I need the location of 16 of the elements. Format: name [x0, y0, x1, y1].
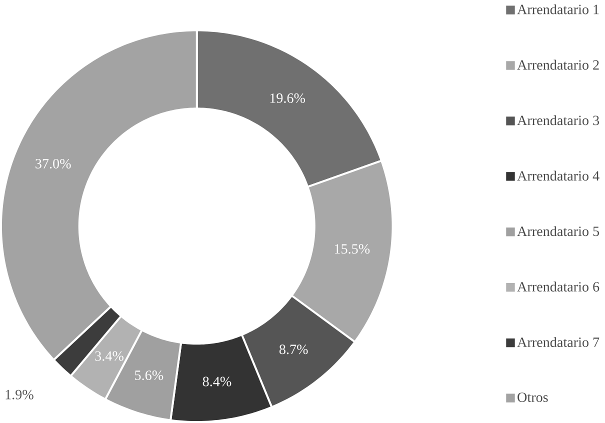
data-label: 8.4%	[202, 376, 232, 386]
legend-label: Arrendatario 7	[517, 337, 600, 348]
legend-label: Arrendatario 5	[517, 226, 600, 236]
legend-label: Arrendatario 6	[517, 282, 600, 292]
data-label: 19.6%	[270, 93, 306, 103]
data-label: 37.0%	[36, 158, 71, 169]
data-label: 15.5%	[334, 244, 370, 254]
data-label: 3.4%	[95, 351, 124, 361]
legend-label: Arrendatario 4	[517, 170, 600, 181]
legend-label: Arrendatario 2	[517, 60, 599, 70]
data-label: 8.7%	[279, 344, 308, 354]
legend-label: Arrendatario 1	[517, 4, 599, 14]
legend-label: Arrendatario 3	[517, 115, 600, 126]
legend-label: Otros	[518, 392, 548, 402]
data-label: 5.6%	[135, 370, 164, 380]
data-label: 1.9%	[6, 390, 34, 400]
